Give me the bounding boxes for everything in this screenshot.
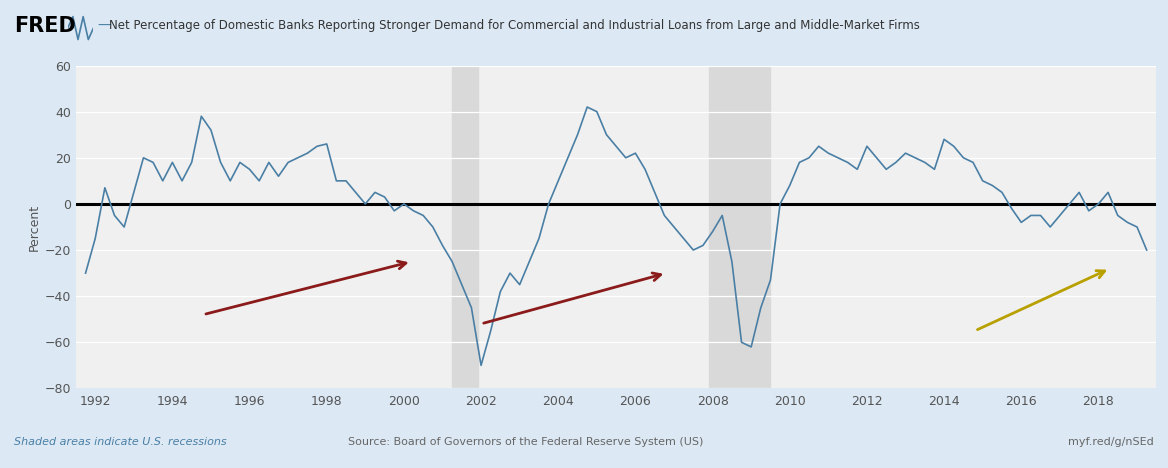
Bar — [709, 66, 771, 388]
Text: —: — — [97, 19, 111, 33]
Y-axis label: Percent: Percent — [27, 204, 41, 250]
Text: myf.red/g/nSEd: myf.red/g/nSEd — [1069, 437, 1154, 447]
Text: Shaded areas indicate U.S. recessions: Shaded areas indicate U.S. recessions — [14, 437, 227, 447]
Text: Source: Board of Governors of the Federal Reserve System (US): Source: Board of Governors of the Federa… — [348, 437, 703, 447]
Bar — [452, 66, 478, 388]
Text: FRED: FRED — [14, 16, 76, 36]
Text: Net Percentage of Domestic Banks Reporting Stronger Demand for Commercial and In: Net Percentage of Domestic Banks Reporti… — [109, 19, 919, 32]
